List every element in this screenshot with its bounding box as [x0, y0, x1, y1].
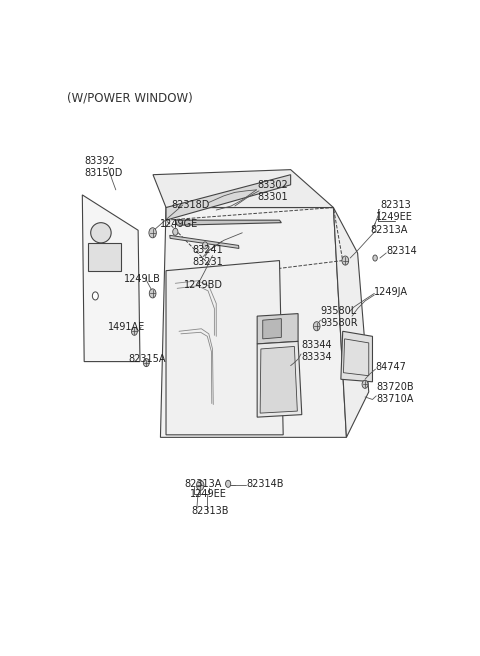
Ellipse shape	[91, 222, 111, 243]
Polygon shape	[153, 170, 334, 207]
Text: 82315A: 82315A	[129, 354, 166, 364]
Polygon shape	[263, 319, 281, 339]
Polygon shape	[166, 260, 283, 435]
Text: 82314B: 82314B	[246, 479, 284, 489]
Circle shape	[313, 321, 320, 331]
Text: 84747: 84747	[375, 361, 407, 372]
Text: 82313A: 82313A	[184, 479, 221, 489]
Text: 1249EE: 1249EE	[190, 489, 227, 499]
Circle shape	[149, 289, 156, 298]
Text: 83241
83231: 83241 83231	[192, 245, 223, 266]
Polygon shape	[257, 341, 302, 417]
Circle shape	[196, 480, 204, 491]
Text: 83720B
83710A: 83720B 83710A	[376, 382, 414, 404]
Circle shape	[226, 480, 231, 487]
Polygon shape	[175, 220, 281, 225]
Polygon shape	[83, 195, 140, 361]
Circle shape	[373, 255, 377, 261]
Text: 82313B: 82313B	[191, 506, 228, 516]
Text: 1249JA: 1249JA	[374, 287, 408, 297]
Text: (W/POWER WINDOW): (W/POWER WINDOW)	[67, 91, 193, 104]
Text: 83392
83150D: 83392 83150D	[84, 156, 122, 178]
Circle shape	[144, 359, 149, 367]
Text: 1249LB: 1249LB	[124, 274, 161, 284]
Circle shape	[203, 242, 208, 249]
Polygon shape	[341, 331, 372, 382]
Circle shape	[173, 228, 178, 236]
Polygon shape	[334, 207, 369, 438]
Text: 1491AE: 1491AE	[108, 322, 145, 332]
Circle shape	[92, 292, 98, 300]
Circle shape	[342, 256, 348, 265]
Polygon shape	[160, 207, 347, 438]
Text: 1249GE: 1249GE	[160, 219, 199, 229]
Polygon shape	[257, 314, 298, 344]
Circle shape	[362, 380, 368, 388]
Text: 82313A: 82313A	[370, 225, 407, 236]
Text: 1249BD: 1249BD	[183, 280, 223, 290]
Text: 83302
83301: 83302 83301	[257, 180, 288, 202]
Polygon shape	[170, 236, 239, 249]
Polygon shape	[166, 174, 290, 220]
Text: 83344
83334: 83344 83334	[301, 340, 332, 363]
Polygon shape	[260, 346, 297, 413]
Text: 82318D: 82318D	[172, 200, 210, 210]
Bar	[88, 243, 121, 271]
Circle shape	[132, 327, 137, 335]
Text: 93580L
93580R: 93580L 93580R	[321, 306, 358, 328]
Text: 1249EE: 1249EE	[375, 212, 412, 222]
Text: 82313: 82313	[380, 200, 411, 210]
Text: 82314: 82314	[386, 247, 417, 256]
Circle shape	[149, 228, 156, 238]
